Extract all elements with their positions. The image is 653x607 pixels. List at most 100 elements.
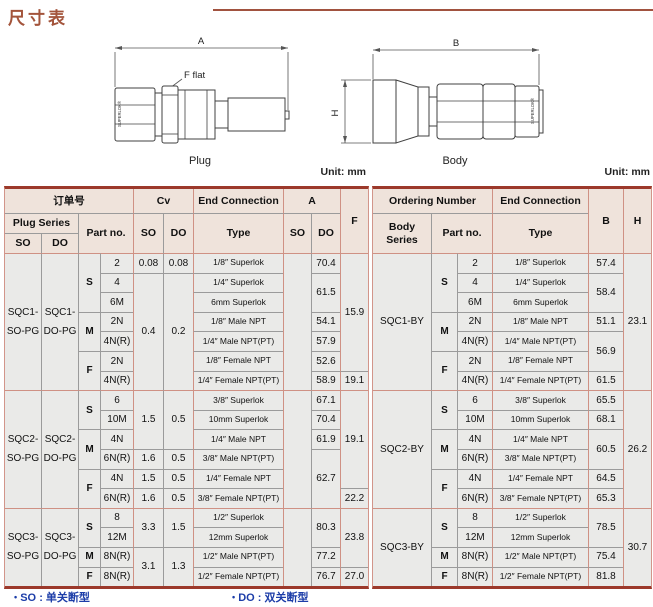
- data-cell: 1/2″ Male NPT(PT): [492, 546, 588, 567]
- data-cell: 2N: [457, 311, 492, 332]
- data-cell: 4N: [457, 468, 492, 489]
- data-cell: 51.1: [588, 311, 623, 332]
- data-cell: 0.5: [163, 448, 193, 469]
- data-cell: 6mm Superlok: [193, 292, 283, 312]
- table-row: SQC2-BY S 6 3/8″ Superlok 65.5 26.2: [373, 390, 651, 508]
- data-cell: 4N(R): [457, 331, 492, 351]
- data-cell: F: [431, 350, 457, 391]
- header-cell: F: [340, 189, 368, 253]
- header-cell: SO: [5, 233, 41, 253]
- header-cell: DO: [311, 213, 340, 253]
- header-row: Plug Series Part no. SO DO Type SO DO: [5, 213, 368, 253]
- data-cell: 1.5: [133, 468, 163, 489]
- table-row: 10M 10mm Superlok 68.1: [373, 409, 651, 430]
- data-cell: 1/2″ Female NPT(PT): [492, 566, 588, 587]
- table-row: F 2N 1/8″ Female NPT: [373, 350, 651, 391]
- plug-dimension-table: 订单号 Cv End Connection A F Plug Series Part no.…: [4, 186, 369, 590]
- table-row: F 4N 1/4″ Female NPT 64.5: [373, 468, 651, 508]
- data-cell: 12M: [100, 527, 133, 547]
- data-cell: 1/4″ Female NPT(PT): [492, 370, 588, 391]
- data-cell: 57.9: [311, 331, 340, 351]
- data-cell: 62.7: [311, 448, 340, 508]
- data-cell: 8: [457, 507, 492, 528]
- data-cell: 1.6: [133, 488, 163, 508]
- data-cell: M: [78, 546, 100, 567]
- footnote-do-sep: :: [257, 592, 262, 604]
- data-cell: 8N(R): [100, 546, 133, 567]
- data-cell: 61.5: [588, 370, 623, 391]
- table-row: 6N(R) 3/8″ Female NPT(PT) 65.3: [373, 488, 651, 508]
- data-cell: F: [431, 468, 457, 508]
- plug-brand-text: SUPERLOK®: [117, 100, 122, 127]
- data-cell: 19.1: [340, 370, 368, 391]
- data-cell: S: [78, 253, 100, 312]
- header-cell: SO: [283, 213, 311, 253]
- data-cell: 0.2: [163, 272, 193, 391]
- data-cell: 1/4″ Male NPT: [492, 429, 588, 449]
- data-cell: S: [78, 507, 100, 547]
- data-cell: M: [431, 429, 457, 469]
- data-cell: 1/8″ Female NPT: [492, 350, 588, 371]
- data-cell: 60.5: [588, 429, 623, 469]
- data-cell: 65.5: [588, 390, 623, 410]
- data-cell: 1/8″ Male NPT: [492, 311, 588, 332]
- data-cell: 6: [457, 390, 492, 410]
- data-cell: SQC1-BY: [373, 253, 431, 391]
- plug-caption: Plug: [189, 155, 211, 167]
- data-cell: 2N: [457, 350, 492, 371]
- data-cell: 77.2: [311, 546, 340, 567]
- table-row: 12M 12mm Superlok: [5, 527, 368, 547]
- data-cell: 0.4: [133, 272, 163, 391]
- data-cell: 2N: [100, 311, 133, 332]
- data-cell: 1/4″ Female NPT(PT): [193, 370, 283, 391]
- data-cell: 8: [100, 507, 133, 528]
- data-cell: 15.9: [340, 253, 368, 371]
- data-cell: 57.4: [588, 253, 623, 273]
- body-caption: Body: [442, 155, 468, 167]
- bullet-icon: •: [232, 592, 236, 602]
- data-cell: M: [78, 311, 100, 351]
- data-cell: 6: [100, 390, 133, 410]
- data-cell: 54.1: [311, 311, 340, 332]
- data-cell: 4N(R): [100, 331, 133, 351]
- header-row: 订单号 Cv End Connection A F: [5, 189, 368, 253]
- data-cell: 2: [100, 253, 133, 273]
- footnote-do-code: DO: [238, 592, 255, 604]
- data-cell: SQC3-BY: [373, 507, 431, 587]
- table-row: SQC3- SO-PG SQC3- DO-PG S 8 3.3 1.5 1/2″ Super…: [5, 507, 368, 587]
- data-cell: 3/8″ Female NPT(PT): [193, 488, 283, 508]
- table-row: 4N(R) 1/4″ Male NPT(PT) 57.9: [5, 331, 368, 351]
- data-cell: 1/2″ Superlok: [492, 507, 588, 528]
- table-row: F 8N(R) 1/2″ Female NPT(PT) 76.7 27.0: [5, 566, 368, 587]
- header-row: Body Series Part no. Type: [373, 213, 651, 253]
- table-row: 6N(R) 3/8″ Male NPT(PT): [373, 448, 651, 469]
- header-cell: Part no.: [431, 213, 492, 253]
- data-cell: 58.4: [588, 272, 623, 312]
- data-cell: SQC3- SO-PG: [5, 507, 41, 587]
- data-cell: SQC3- DO-PG: [41, 507, 78, 587]
- table-row: F 2N 1/8″ Female NPT 52.6: [5, 350, 368, 391]
- data-cell: 1.6: [133, 448, 163, 469]
- header-cell: End Connection: [492, 189, 588, 213]
- data-cell: 23.8: [340, 507, 368, 567]
- header-cell: H: [623, 189, 651, 253]
- data-cell: 64.5: [588, 468, 623, 489]
- data-cell: 56.9: [588, 331, 623, 371]
- data-cell: 26.2: [623, 390, 651, 508]
- data-cell: F: [78, 350, 100, 391]
- data-cell: 4N(R): [457, 370, 492, 391]
- data-cell: 2N: [100, 350, 133, 371]
- data-cell: 6M: [457, 292, 492, 312]
- table-row: M 2N 1/8″ Male NPT 54.1: [5, 311, 368, 351]
- table-row: M 8N(R) 1/2″ Male NPT(PT) 75.4: [373, 546, 651, 567]
- data-cell: 70.4: [311, 253, 340, 273]
- data-cell: 1.5: [163, 507, 193, 547]
- data-cell: 4N(R): [100, 370, 133, 391]
- data-cell: M: [78, 429, 100, 469]
- data-cell: 0.08: [133, 253, 163, 273]
- data-cell: 10M: [100, 409, 133, 430]
- data-cell: 52.6: [311, 350, 340, 371]
- data-cell: 3/8″ Male NPT(PT): [193, 448, 283, 469]
- data-cell: M: [431, 311, 457, 351]
